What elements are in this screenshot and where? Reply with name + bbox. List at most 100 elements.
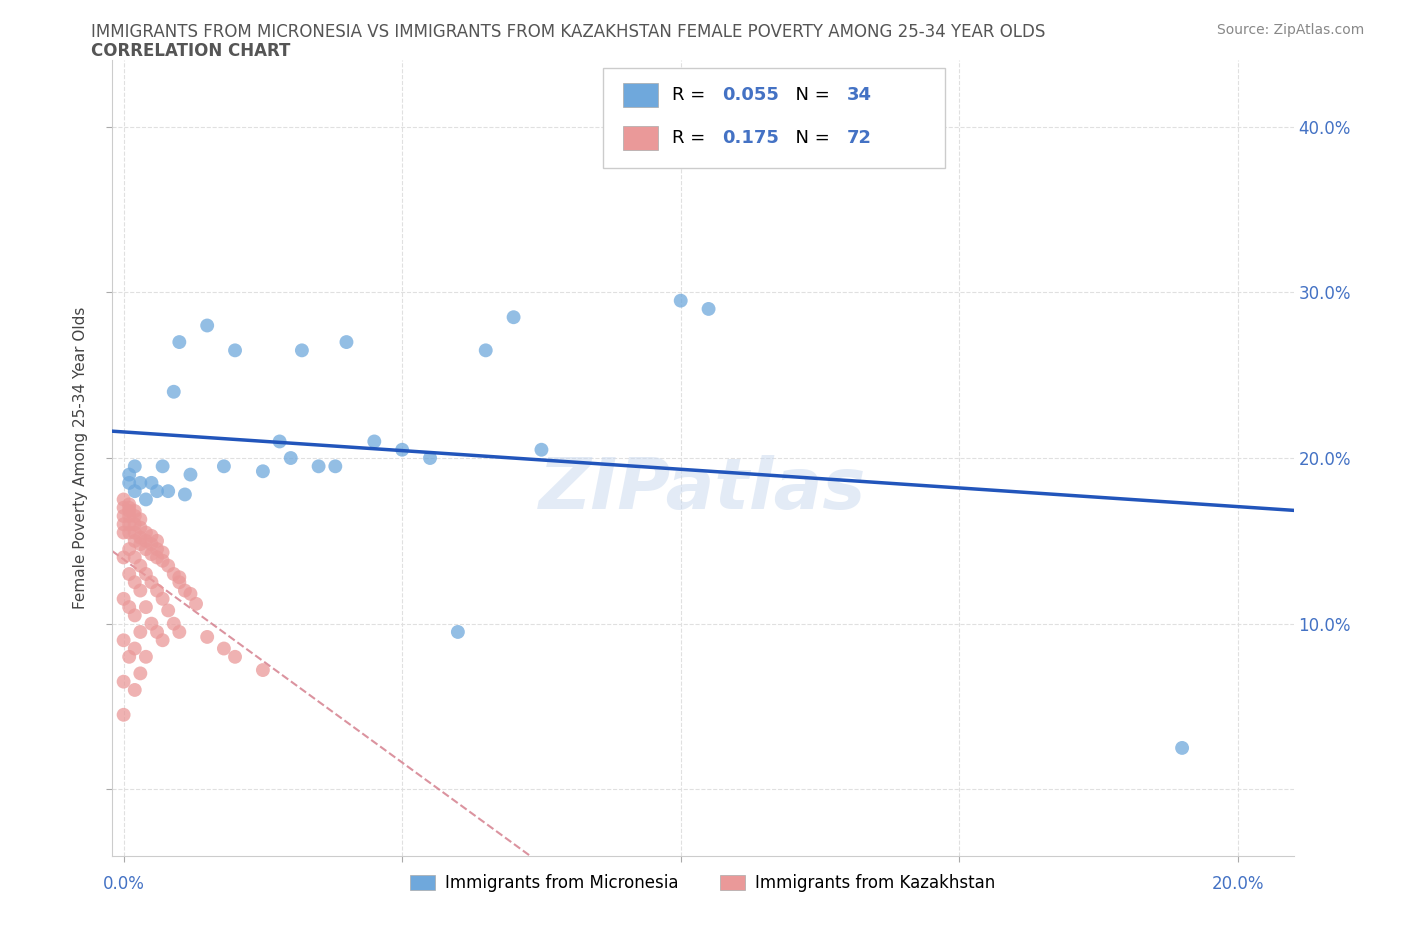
Point [502, 310, 524, 325]
Point [157, 603, 180, 618]
FancyBboxPatch shape [623, 126, 658, 151]
Point [141, 617, 163, 631]
Point [118, 504, 141, 519]
Text: 34: 34 [846, 86, 872, 103]
Point [118, 475, 141, 490]
Point [363, 434, 385, 449]
Point [124, 517, 146, 532]
Point [157, 484, 180, 498]
Point [146, 583, 169, 598]
FancyBboxPatch shape [623, 83, 658, 107]
Point [124, 509, 146, 524]
Text: 0.175: 0.175 [721, 129, 779, 147]
Point [118, 500, 141, 515]
Text: 0.055: 0.055 [721, 86, 779, 103]
Point [118, 541, 141, 556]
Point [669, 293, 692, 308]
Point [169, 570, 191, 585]
Point [152, 553, 174, 568]
Point [118, 517, 141, 532]
Y-axis label: Female Poverty Among 25-34 Year Olds: Female Poverty Among 25-34 Year Olds [73, 307, 89, 609]
Point [118, 467, 141, 482]
Point [112, 550, 135, 565]
Point [212, 458, 235, 473]
Point [124, 641, 146, 656]
Point [146, 541, 169, 556]
Point [212, 641, 235, 656]
Point [112, 500, 135, 515]
Point [129, 512, 152, 526]
Text: N =: N = [785, 86, 837, 103]
Text: 72: 72 [846, 129, 872, 147]
Point [697, 301, 720, 316]
Point [124, 550, 146, 565]
Point [135, 600, 157, 615]
Point [252, 662, 274, 677]
Point [141, 475, 163, 490]
Point [163, 617, 186, 631]
Point [129, 530, 152, 545]
Point [195, 630, 218, 644]
Point [163, 566, 186, 581]
Point [124, 575, 146, 590]
Point [152, 545, 174, 560]
Point [141, 537, 163, 551]
Point [129, 583, 152, 598]
Point [135, 541, 157, 556]
Point [152, 632, 174, 647]
Point [169, 335, 191, 350]
Point [391, 443, 413, 458]
Point [135, 566, 157, 581]
Legend: Immigrants from Micronesia, Immigrants from Kazakhstan: Immigrants from Micronesia, Immigrants f… [404, 868, 1002, 899]
Point [146, 534, 169, 549]
Point [118, 600, 141, 615]
Text: 0.0%: 0.0% [103, 875, 145, 894]
Point [141, 575, 163, 590]
Point [195, 318, 218, 333]
Point [129, 666, 152, 681]
Point [124, 484, 146, 498]
Point [135, 525, 157, 540]
Point [129, 558, 152, 573]
Text: R =: R = [672, 129, 711, 147]
Point [184, 596, 207, 611]
Point [530, 443, 553, 458]
Text: 20.0%: 20.0% [1212, 875, 1264, 894]
Point [146, 484, 169, 498]
Point [1171, 740, 1194, 755]
Text: IMMIGRANTS FROM MICRONESIA VS IMMIGRANTS FROM KAZAKHSTAN FEMALE POVERTY AMONG 25: IMMIGRANTS FROM MICRONESIA VS IMMIGRANTS… [91, 23, 1046, 41]
Point [141, 528, 163, 543]
FancyBboxPatch shape [603, 69, 945, 167]
Point [112, 517, 135, 532]
Point [112, 708, 135, 723]
Point [129, 625, 152, 640]
Text: Source: ZipAtlas.com: Source: ZipAtlas.com [1216, 23, 1364, 37]
Point [141, 547, 163, 562]
Point [135, 649, 157, 664]
Point [146, 625, 169, 640]
Point [112, 632, 135, 647]
Point [124, 608, 146, 623]
Point [291, 343, 314, 358]
Point [129, 475, 152, 490]
Point [308, 458, 330, 473]
Point [335, 335, 357, 350]
Point [129, 520, 152, 535]
Point [269, 434, 291, 449]
Point [135, 492, 157, 507]
Point [118, 497, 141, 512]
Point [323, 458, 346, 473]
Point [112, 509, 135, 524]
Point [157, 558, 180, 573]
Point [169, 625, 191, 640]
Point [163, 384, 186, 399]
Point [118, 509, 141, 524]
Point [280, 450, 302, 465]
Point [179, 587, 201, 602]
Point [169, 575, 191, 590]
Point [174, 487, 197, 502]
Text: ZIPatlas: ZIPatlas [540, 456, 866, 525]
Point [146, 550, 169, 565]
Point [112, 591, 135, 606]
Point [118, 566, 141, 581]
